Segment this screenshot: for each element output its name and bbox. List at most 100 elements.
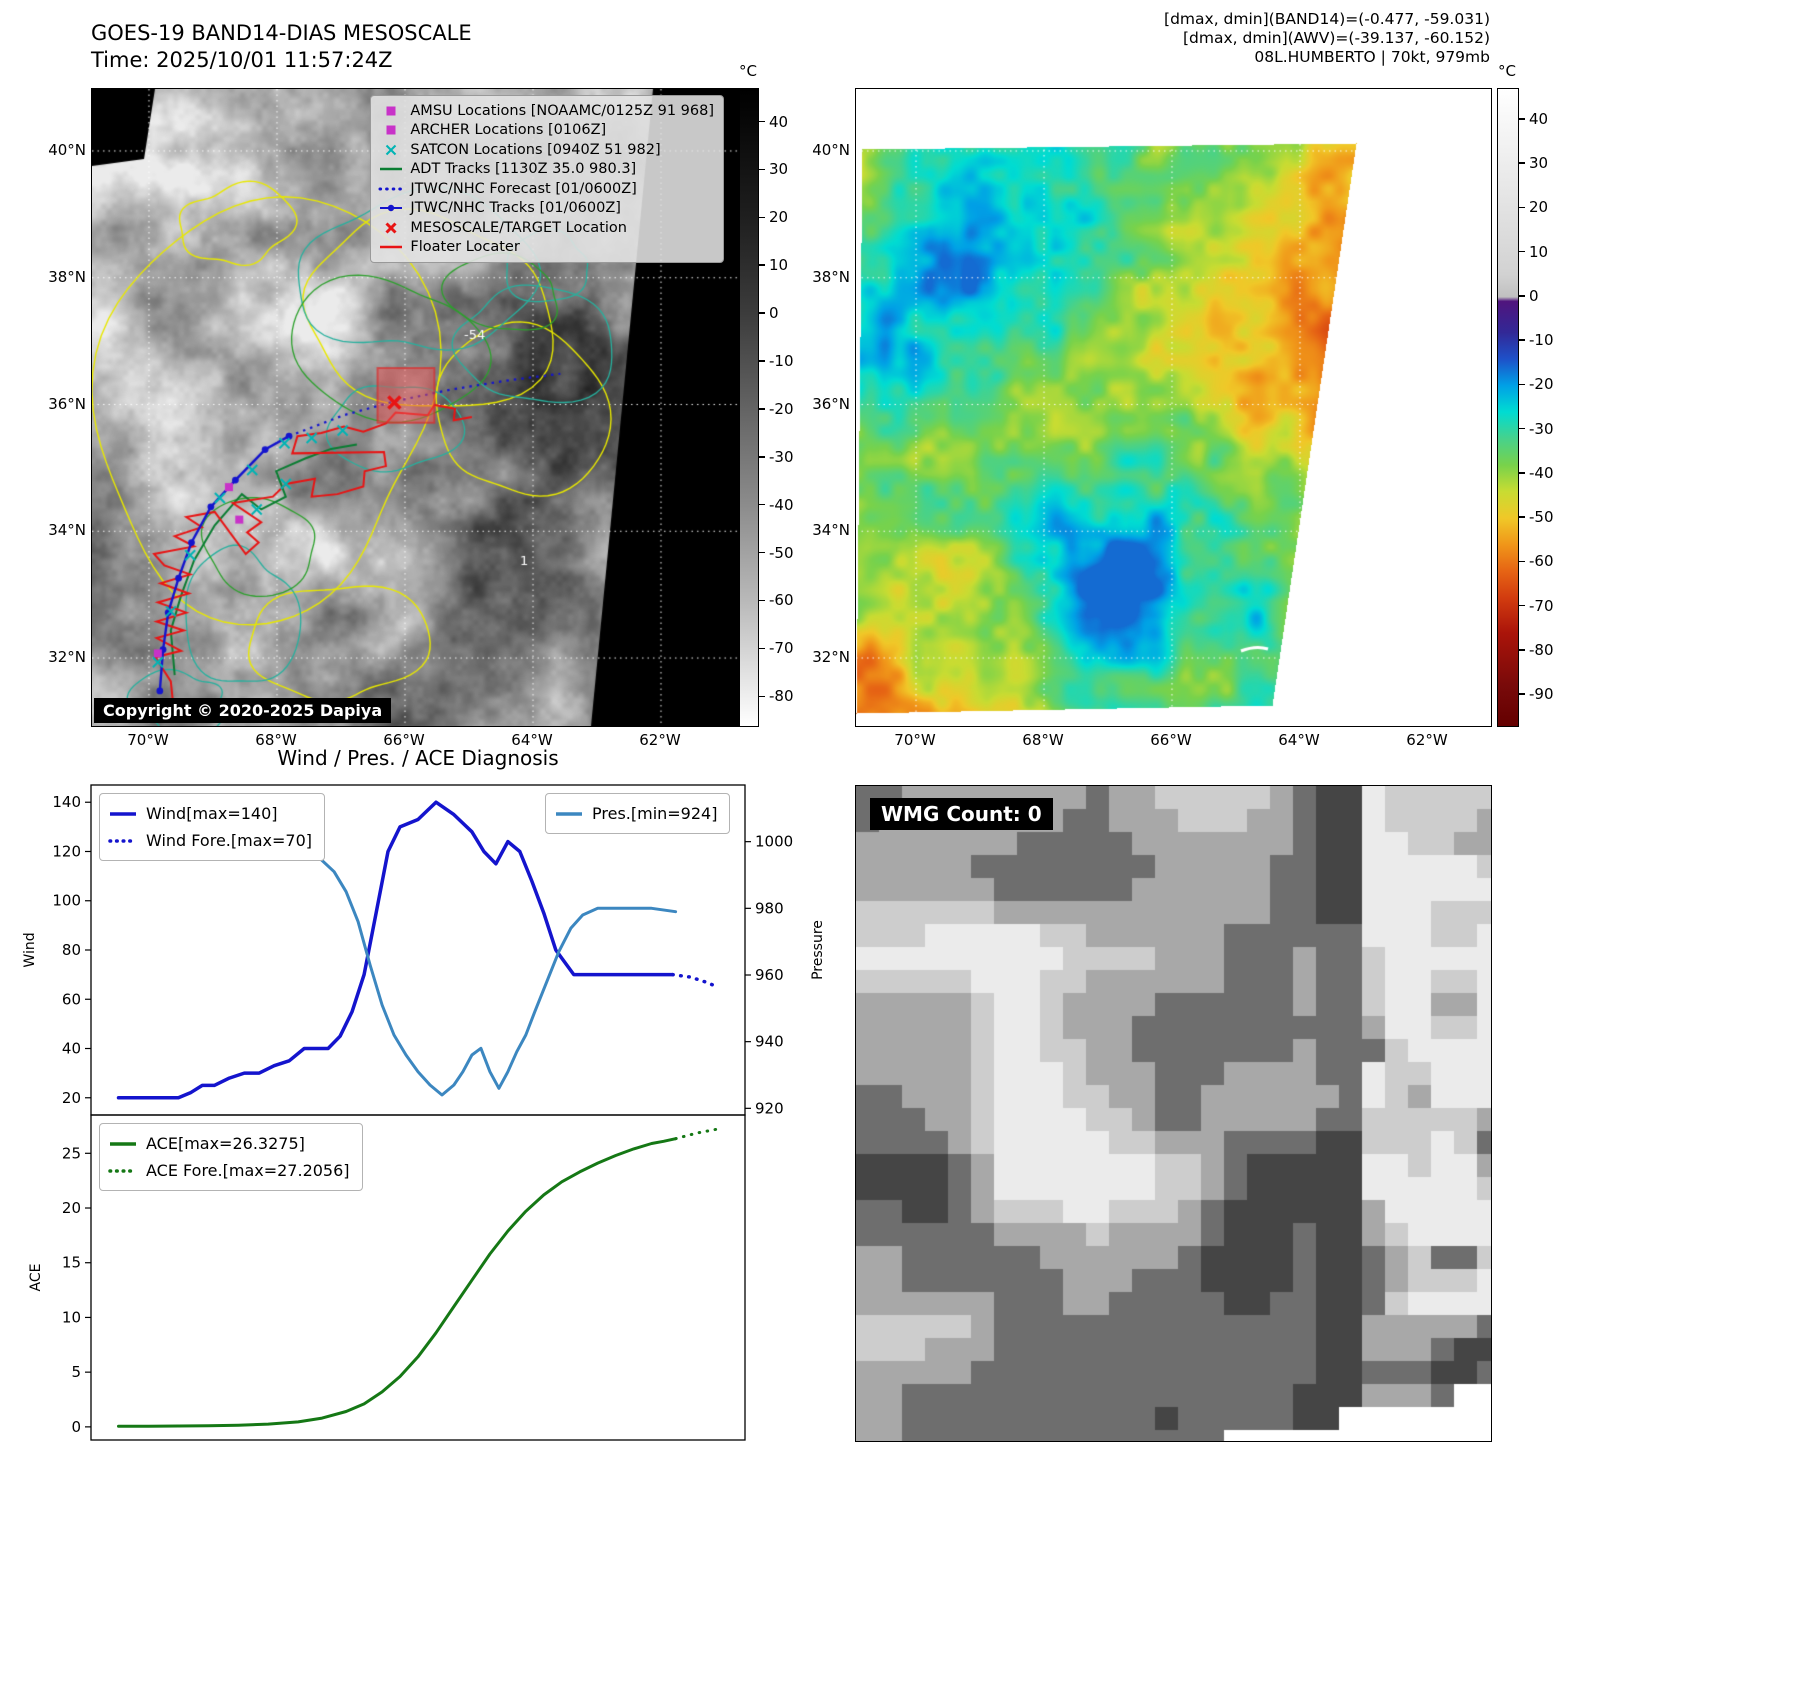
- line-marker: [110, 811, 136, 816]
- square-marker: [386, 106, 396, 116]
- legend-item: ADT Tracks [1130Z 35.0 980.3]: [378, 160, 714, 180]
- legend-label: ACE Fore.[max=27.2056]: [146, 1161, 350, 1180]
- colorbar-tick-label: 0: [769, 304, 779, 323]
- colorbar-tick: [759, 216, 765, 219]
- colorbar-tick-label: -10: [769, 352, 794, 370]
- legend-item: Floater Locater: [378, 238, 714, 258]
- tick-label: 20: [62, 1199, 81, 1217]
- lat-tick-label: 36°N: [48, 394, 86, 413]
- lon-tick-label: 70°W: [127, 731, 169, 749]
- legend-label: Floater Locater: [410, 239, 520, 256]
- panel2-storm-info: 08L.HUMBERTO | 70kt, 979mb: [1254, 48, 1490, 66]
- colorbar-tick-label: -80: [1529, 640, 1554, 659]
- colorbar-tick: [759, 264, 765, 266]
- dotted-marker: [108, 1168, 138, 1173]
- colorbar-tick-label: 40: [769, 112, 789, 131]
- line-marker: [380, 168, 403, 171]
- legend-label: ADT Tracks [1130Z 35.0 980.3]: [410, 161, 637, 178]
- colorbar-tick-label: -80: [769, 687, 794, 706]
- colorbar-tick: [759, 456, 765, 458]
- colorbar-tick: [759, 408, 765, 410]
- series-observed: [116, 800, 675, 1100]
- tick-label: 5: [71, 1363, 81, 1381]
- awv-satellite-image: [856, 89, 1491, 726]
- tick-label: 25: [62, 1144, 81, 1162]
- lat-tick-label: 34°N: [812, 521, 850, 540]
- colorbar-tick-label: 40: [1529, 109, 1549, 128]
- lat-tick-label: 36°N: [812, 394, 850, 413]
- colorbar-tick: [1519, 118, 1525, 120]
- wmg-map-frame: WMG Count: 0: [855, 785, 1492, 1442]
- wmg-count-badge: WMG Count: 0: [870, 798, 1053, 830]
- legend-item: Wind Fore.[max=70]: [108, 827, 312, 854]
- diagnosis-title: Wind / Pres. / ACE Diagnosis: [277, 746, 559, 770]
- legend-item: ARCHER Locations [0106Z]: [378, 121, 714, 141]
- line-marker: [110, 1141, 136, 1146]
- legend-label: ARCHER Locations [0106Z]: [410, 122, 607, 139]
- lon-tick-label: 64°W: [511, 731, 553, 749]
- colorbar-tick-label: -40: [769, 495, 794, 514]
- tick-label: 100: [52, 892, 81, 910]
- lat-tick-label: 34°N: [48, 521, 86, 540]
- colorbar-tick: [1519, 649, 1525, 651]
- line-marker: [380, 246, 403, 249]
- boldx-marker: [385, 222, 397, 234]
- linedot-marker: [380, 205, 403, 212]
- colorbar-tick-label: -30: [769, 447, 794, 466]
- legend-label: Pres.[min=924]: [592, 804, 718, 823]
- colorbar-tick: [1519, 206, 1525, 209]
- colorbar-tick: [759, 503, 765, 506]
- x-marker: [386, 144, 397, 155]
- tick-label: 140: [52, 793, 81, 811]
- band14-colorbar: [739, 88, 759, 727]
- wind-axis-label: Wind: [22, 932, 38, 967]
- band14-map-frame: AMSU Locations [NOAAMC/0125Z 91 968] ARCH…: [91, 88, 739, 727]
- lat-tick-label: 38°N: [812, 267, 850, 286]
- lon-tick-label: 66°W: [383, 731, 425, 749]
- colorbar-tick-label: -20: [1529, 375, 1554, 394]
- lon-tick-label: 68°W: [255, 731, 297, 749]
- legend-label: Wind Fore.[max=70]: [146, 831, 312, 850]
- panel2-dmax-band14: [dmax, dmin](BAND14)=(-0.477, -59.031): [1164, 10, 1490, 28]
- colorbar-tick-label: 20: [769, 208, 789, 227]
- colorbar-tick-label: -50: [1529, 508, 1554, 527]
- colorbar-tick-label: -50: [769, 543, 794, 562]
- colorbar-tick: [759, 360, 765, 362]
- legend-item: ACE Fore.[max=27.2056]: [108, 1157, 350, 1184]
- colorbar-tick-label: 10: [769, 256, 789, 275]
- colorbar-tick-label: 30: [1529, 154, 1549, 173]
- legend-item: Wind[max=140]: [108, 800, 312, 827]
- colorbar-tick: [759, 312, 765, 314]
- tick-label: 60: [62, 990, 81, 1008]
- colorbar-tick: [1519, 383, 1525, 386]
- lower-chart-frame: [90, 1114, 746, 1441]
- tick-label: 980: [755, 899, 784, 917]
- legend-label: SATCON Locations [0940Z 51 982]: [410, 141, 661, 158]
- lat-tick-label: 40°N: [48, 140, 86, 159]
- colorbar-tick-label: 20: [1529, 198, 1549, 217]
- awv-colorbar: [1497, 88, 1519, 727]
- tick-label: 15: [62, 1254, 81, 1272]
- tick-label: 0: [71, 1418, 81, 1436]
- colorbar-tick: [1519, 339, 1525, 341]
- line-marker: [556, 811, 582, 816]
- wind-legend: Wind[max=140] Wind Fore.[max=70]: [99, 793, 325, 861]
- dotted-marker: [378, 187, 404, 191]
- colorbar-tick: [759, 551, 765, 554]
- colorbar-tick: [759, 599, 765, 602]
- colorbar-tick-label: -20: [769, 399, 794, 418]
- lon-tick-label: 70°W: [894, 731, 936, 749]
- colorbar-tick: [1519, 472, 1525, 474]
- colorbar-tick-label: -60: [1529, 552, 1554, 571]
- lat-tick-label: 38°N: [48, 267, 86, 286]
- tick-label: 80: [62, 941, 81, 959]
- panel2-header: [dmax, dmin](BAND14)=(-0.477, -59.031) […: [1050, 10, 1490, 67]
- pressure-axis-label: Pressure: [810, 920, 826, 980]
- colorbar-tick-label: -60: [769, 591, 794, 610]
- awv-colorbar-ticks: 40 30 20 10 0 -10 -20 -30 -40 -50 -60 -70 -80 -90: [1519, 88, 1567, 725]
- tick-label: 120: [52, 842, 81, 860]
- legend-label: AMSU Locations [NOAAMC/0125Z 91 968]: [410, 102, 714, 119]
- lon-tick-label: 62°W: [1406, 731, 1448, 749]
- tick-label: 40: [62, 1040, 81, 1058]
- tick-label: 960: [755, 966, 784, 984]
